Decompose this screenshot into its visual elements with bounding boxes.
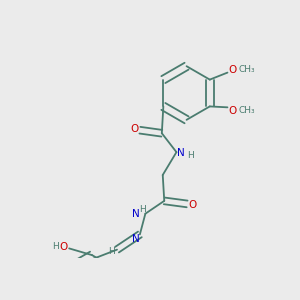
Text: CH₃: CH₃ (239, 65, 256, 74)
Text: N: N (132, 234, 140, 244)
Text: O: O (188, 200, 197, 210)
Text: O: O (60, 242, 68, 252)
Text: CH₃: CH₃ (239, 106, 256, 116)
Text: O: O (228, 64, 236, 75)
Text: N: N (176, 148, 184, 158)
Text: O: O (228, 106, 236, 116)
Text: H: H (140, 205, 146, 214)
Text: H: H (52, 242, 59, 251)
Text: O: O (130, 124, 139, 134)
Text: N: N (132, 209, 140, 219)
Text: H: H (187, 151, 194, 160)
Text: H: H (108, 247, 115, 256)
